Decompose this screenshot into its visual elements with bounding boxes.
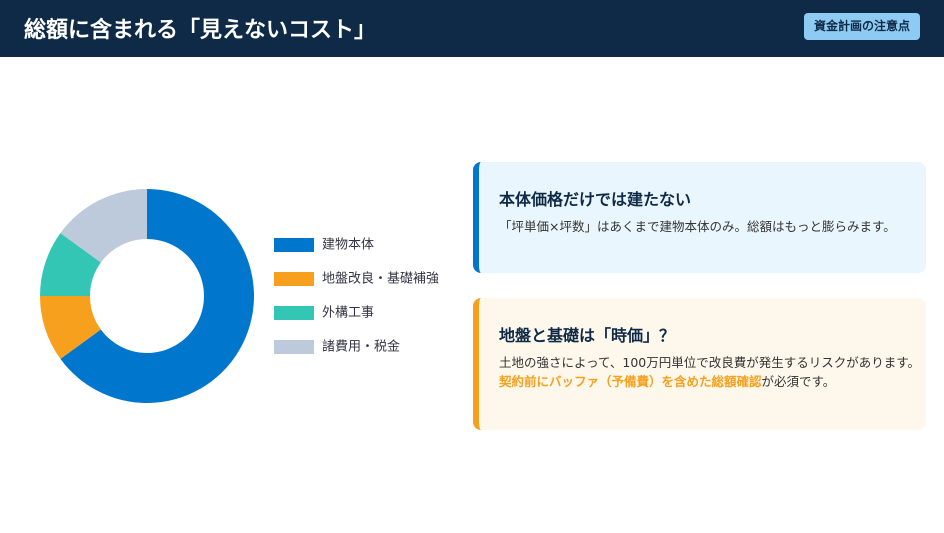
header: 総額に含まれる「見えないコスト」 資金計画の注意点 (0, 0, 944, 57)
legend-swatch (274, 238, 314, 252)
donut-segment (40, 296, 101, 359)
card-title: 本体価格だけでは建たない (499, 190, 692, 209)
legend-swatch (274, 306, 314, 320)
card-body: 「坪単価×坪数」はあくまで建物本体のみ。総額はもっと膨らみます。 (499, 219, 896, 234)
card-text: が必須です。 (761, 373, 836, 389)
legend-label: 地盤改良・基礎補強 (322, 271, 439, 287)
card-title: 地盤と基礎は「時価」？ (499, 326, 676, 345)
donut-segment (40, 233, 101, 296)
donut-segment (60, 189, 147, 263)
card-body: 土地の強さによって、100万円単位で改良費が発生するリスクがあります。 契約前にバ… (499, 354, 926, 392)
title: 総額に含まれる「見えないコスト」 (24, 18, 377, 43)
legend-label: 外構工事 (322, 306, 374, 321)
card: 地盤と基礎は「時価」？ 土地の強さによって、100万円単位で改良費が発生するリス… (473, 298, 926, 430)
legend-label: 建物本体 (322, 238, 374, 253)
legend-swatch (274, 272, 314, 286)
badge: 資金計画の注意点 (803, 13, 920, 40)
card-text: 土地の強さによって、100万円単位で改良費が発生するリスクがあります。 (499, 355, 920, 370)
donut-segment (60, 189, 254, 404)
legend-swatch (274, 340, 314, 354)
highlight: 契約前にバッファ（予備費）を含めた総額確認 (499, 373, 762, 389)
legend-label: 諸費用・税金 (322, 339, 400, 355)
card: 本体価格だけでは建たない 「坪単価×坪数」はあくまで建物本体のみ。総額はもっと膨… (473, 162, 926, 273)
